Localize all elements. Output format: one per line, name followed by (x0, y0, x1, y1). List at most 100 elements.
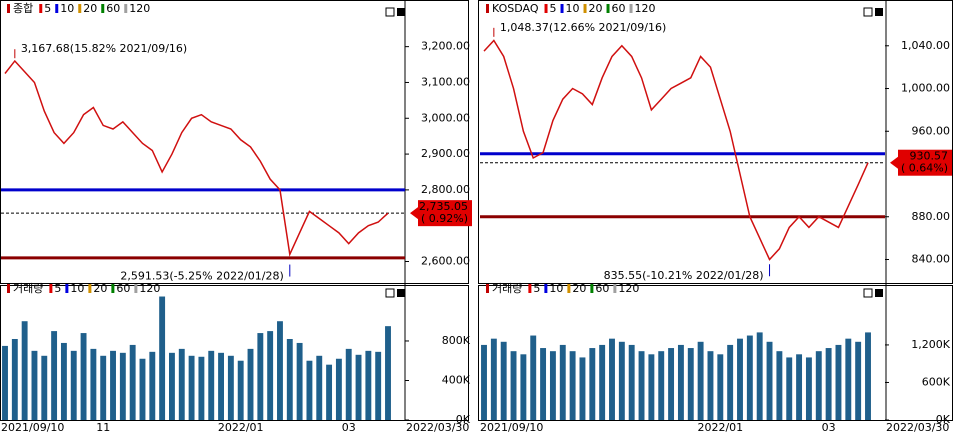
legend-swatch (88, 284, 92, 293)
y-tick-label: 1,040.00 (901, 39, 950, 52)
legend-label: 60 (106, 2, 120, 15)
volume-bar (549, 351, 556, 420)
y-tick-label: 1,200K (911, 338, 950, 351)
volume-bar (825, 348, 832, 420)
volume-bar (60, 342, 67, 420)
button[interactable] (875, 289, 883, 297)
volume-bar (668, 348, 675, 420)
x-tick-label: 2021/09/10 (1, 421, 64, 434)
current-box (898, 149, 952, 176)
volume-bar (717, 354, 724, 420)
volume-bar (227, 355, 234, 420)
y-tick-label: 2,900.00 (421, 147, 470, 160)
legend-swatch (55, 4, 59, 13)
x-tick-label: 2022/01 (218, 421, 264, 434)
volume-bar (835, 344, 842, 420)
button[interactable] (397, 8, 405, 16)
volume-bar (257, 333, 264, 420)
volume-bar (746, 335, 753, 420)
volume-bar (110, 350, 116, 420)
volume-bar (385, 326, 391, 420)
current-price: 2,735.05 (419, 200, 468, 213)
y-tick-label: 3,100.00 (421, 75, 470, 88)
button[interactable] (385, 7, 395, 17)
panel-frame (478, 285, 953, 421)
legend-label: 60 (116, 282, 130, 295)
y-tick-label: 2,800.00 (421, 183, 470, 196)
volume-bar (815, 351, 822, 420)
panel-frame (0, 0, 469, 284)
volume-bar (481, 344, 487, 420)
volume-bar (306, 360, 313, 420)
volume-bar (80, 333, 87, 420)
volume-bar (628, 344, 635, 420)
button[interactable] (863, 7, 873, 17)
volume-bar (540, 348, 547, 420)
legend-swatch (49, 284, 53, 293)
volume-bar (589, 348, 596, 420)
chart-title: KOSDAQ (492, 2, 539, 15)
y-tick-label: 960.00 (912, 124, 951, 137)
legend-swatch (39, 4, 43, 13)
volume-bar (159, 296, 166, 420)
legend-swatch (560, 4, 564, 13)
legend-label: 10 (70, 282, 84, 295)
volume-bar (129, 344, 136, 420)
volume-bar (100, 355, 107, 420)
legend-swatch (65, 284, 69, 293)
volume-bar (855, 341, 862, 420)
y-tick-label: 0K (936, 413, 951, 426)
x-end-label: 2022/03/30 (406, 421, 469, 434)
button[interactable] (875, 8, 883, 16)
volume-bar (247, 348, 254, 420)
legend-swatch (124, 4, 128, 13)
legend-swatch (78, 4, 82, 13)
volume-bar (737, 338, 743, 420)
button[interactable] (397, 289, 405, 297)
legend-swatch (101, 4, 105, 13)
panel-frame (0, 285, 469, 421)
volume-bar (510, 351, 517, 420)
price-line (4, 59, 389, 257)
volume-bar (41, 355, 48, 420)
volume-bar (355, 354, 362, 420)
legend-swatch (111, 284, 115, 293)
volume-bar (599, 344, 606, 420)
y-tick-label: 3,000.00 (421, 111, 470, 124)
legend-swatch (590, 284, 594, 293)
x-tick-label: 11 (96, 421, 110, 434)
legend-label: 20 (589, 2, 603, 15)
volume-bar (90, 348, 97, 420)
current-box (418, 200, 472, 227)
volume-bar (756, 332, 763, 420)
current-marker (890, 156, 898, 169)
y-tick-label: 600K (922, 375, 951, 388)
volume-bar (286, 338, 293, 420)
volume-bar (267, 331, 274, 420)
legend-label: 60 (595, 282, 609, 295)
button[interactable] (863, 288, 873, 298)
volume-bar (119, 352, 126, 420)
volume-bar (845, 338, 852, 420)
volume-bar (648, 354, 655, 420)
volume-bar (169, 352, 175, 420)
window-buttons[interactable] (385, 7, 883, 298)
legend-swatch (613, 284, 617, 293)
x-tick-label: 2021/09/10 (480, 421, 543, 434)
annotation: 835.55(-10.21% 2022/01/28) (604, 269, 764, 282)
legend-label: 60 (612, 2, 626, 15)
volume-bar (707, 351, 714, 420)
volume-bar (579, 357, 586, 420)
legend-label: 20 (572, 282, 586, 295)
legend-swatch (486, 4, 489, 13)
chart-title: 거래량 (13, 282, 43, 295)
volume-bar (618, 341, 625, 420)
volume-bar (569, 351, 576, 420)
volume-bar (530, 335, 537, 420)
button[interactable] (385, 288, 395, 298)
legend-label: 10 (549, 282, 563, 295)
legend-label: 5 (54, 282, 61, 295)
current-marker (410, 207, 418, 220)
volume-bar (786, 357, 793, 420)
